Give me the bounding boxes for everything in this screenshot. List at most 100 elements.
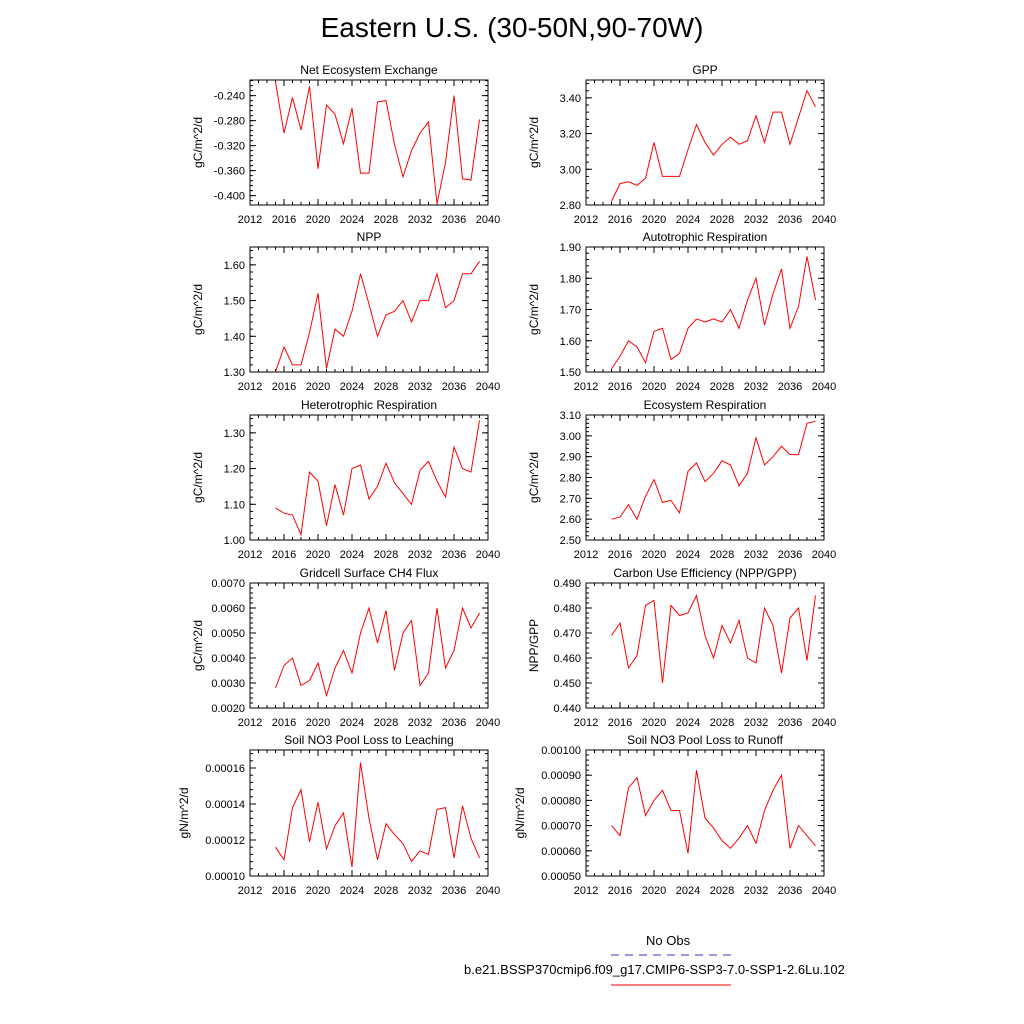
- panel-8: Soil NO3 Pool Loss to Leaching 2012 2016 20…: [177, 733, 500, 897]
- panel-1: GPP 2012 2016 2020 2024 2028 2032 2036 2040 3.40 3…: [527, 63, 836, 226]
- x-tick-label: 2012: [574, 381, 598, 393]
- y-tick-label: 2.90: [560, 452, 581, 464]
- x-tick-label: 2012: [574, 885, 598, 897]
- x-tick-label: 2028: [374, 885, 398, 897]
- panel-4: Heterotrophic Respiration 2012 2016 2020 202…: [191, 398, 500, 561]
- series-line: [611, 593, 816, 684]
- y-tick-label: 2.50: [560, 535, 581, 547]
- panel-title: NPP: [357, 230, 382, 244]
- panel-3: Autotrophic Respiration 2012 2016 2020 2024 2…: [527, 230, 836, 393]
- x-tick-label: 2024: [340, 214, 364, 226]
- x-tick-label: 2028: [710, 885, 734, 897]
- y-tick-label: 1.70: [560, 305, 581, 317]
- panel-title: Heterotrophic Respiration: [301, 398, 437, 412]
- panel-0: Net Ecosystem Exchange 2012 2016 2020 2024 20…: [191, 63, 500, 226]
- x-tick-label: 2032: [408, 381, 432, 393]
- y-tick-label: 0.0030: [211, 678, 245, 690]
- series-line: [611, 89, 816, 202]
- x-tick-label: 2028: [710, 381, 734, 393]
- x-tick-label: 2032: [744, 717, 768, 729]
- y-tick-label: 3.00: [560, 431, 581, 443]
- x-tick-label: 2036: [778, 549, 802, 561]
- y-tick-label: 0.00090: [541, 770, 581, 782]
- y-tick-label: 2.80: [560, 200, 581, 212]
- series-line: [275, 606, 480, 698]
- x-tick-label: 2012: [238, 381, 262, 393]
- y-axis-label: gN/m^2/d: [513, 788, 527, 839]
- x-tick-label: 2024: [340, 381, 364, 393]
- x-tick-label: 2016: [272, 717, 296, 729]
- x-tick-label: 2036: [778, 717, 802, 729]
- x-tick-label: 2036: [778, 214, 802, 226]
- x-tick-label: 2028: [374, 381, 398, 393]
- y-tick-label: 1.50: [560, 367, 581, 379]
- x-tick-label: 2024: [676, 717, 700, 729]
- x-tick-label: 2032: [408, 717, 432, 729]
- x-tick-label: 2028: [374, 214, 398, 226]
- y-tick-label: 1.10: [224, 499, 245, 511]
- x-tick-label: 2016: [608, 381, 632, 393]
- y-tick-label: -0.360: [214, 166, 245, 178]
- y-tick-label: 0.0040: [211, 653, 245, 665]
- panel-9: Soil NO3 Pool Loss to Runoff 2012 2016 2020…: [513, 733, 836, 897]
- x-tick-label: 2036: [778, 885, 802, 897]
- x-tick-label: 2012: [574, 214, 598, 226]
- y-axis-label: gC/m^2/d: [191, 452, 205, 503]
- y-tick-label: 0.00100: [541, 745, 581, 757]
- y-tick-label: 1.40: [224, 331, 245, 343]
- x-tick-label: 2032: [408, 549, 432, 561]
- x-tick-label: 2032: [408, 214, 432, 226]
- y-tick-label: 0.470: [553, 628, 581, 640]
- y-axis-label: gC/m^2/d: [527, 117, 541, 168]
- y-tick-label: 0.0050: [211, 628, 245, 640]
- x-tick-label: 2040: [812, 549, 836, 561]
- series-line: [611, 256, 816, 370]
- x-tick-label: 2012: [238, 214, 262, 226]
- x-tick-label: 2020: [642, 549, 666, 561]
- y-axis-label: gC/m^2/d: [191, 620, 205, 671]
- x-tick-label: 2020: [306, 717, 330, 729]
- panel-title: Carbon Use Efficiency (NPP/GPP): [613, 566, 796, 580]
- x-tick-label: 2016: [608, 214, 632, 226]
- y-axis-label: gC/m^2/d: [527, 284, 541, 335]
- y-tick-label: 0.00010: [205, 871, 245, 883]
- x-tick-label: 2036: [442, 549, 466, 561]
- x-tick-label: 2040: [812, 214, 836, 226]
- x-tick-label: 2020: [642, 214, 666, 226]
- x-tick-label: 2028: [374, 549, 398, 561]
- x-tick-label: 2020: [642, 885, 666, 897]
- y-tick-label: 0.490: [553, 578, 581, 590]
- y-axis-label: gC/m^2/d: [191, 284, 205, 335]
- x-tick-label: 2040: [476, 717, 500, 729]
- series-line: [275, 81, 480, 204]
- panel-title: GPP: [692, 63, 717, 77]
- y-tick-label: 0.00050: [541, 871, 581, 883]
- panel-title: Soil NO3 Pool Loss to Runoff: [627, 733, 784, 747]
- x-tick-label: 2020: [306, 549, 330, 561]
- x-tick-label: 2012: [574, 717, 598, 729]
- x-tick-label: 2028: [710, 549, 734, 561]
- y-tick-label: 1.80: [560, 273, 581, 285]
- y-tick-label: 3.20: [560, 129, 581, 141]
- panel-title: Gridcell Surface CH4 Flux: [300, 566, 439, 580]
- x-tick-label: 2040: [476, 214, 500, 226]
- legend-label-no-obs: No Obs: [646, 933, 691, 948]
- x-tick-label: 2032: [744, 549, 768, 561]
- series-line: [275, 261, 480, 373]
- legend-label-model-run: b.e21.BSSP370cmip6.f09_g17.CMIP6-SSP3-7.…: [464, 962, 845, 977]
- x-tick-label: 2040: [476, 885, 500, 897]
- y-tick-label: 1.60: [224, 260, 245, 272]
- y-tick-label: 0.480: [553, 603, 581, 615]
- x-tick-label: 2040: [812, 885, 836, 897]
- x-tick-label: 2028: [710, 717, 734, 729]
- panel-7: Carbon Use Efficiency (NPP/GPP) 2012 2016 2…: [527, 566, 836, 729]
- y-tick-label: 2.80: [560, 473, 581, 485]
- x-tick-label: 2016: [608, 885, 632, 897]
- y-tick-label: 2.70: [560, 493, 581, 505]
- y-tick-label: 0.0060: [211, 603, 245, 615]
- y-tick-label: 1.60: [560, 336, 581, 348]
- x-tick-label: 2024: [340, 885, 364, 897]
- y-tick-label: 3.40: [560, 93, 581, 105]
- x-tick-label: 2040: [476, 381, 500, 393]
